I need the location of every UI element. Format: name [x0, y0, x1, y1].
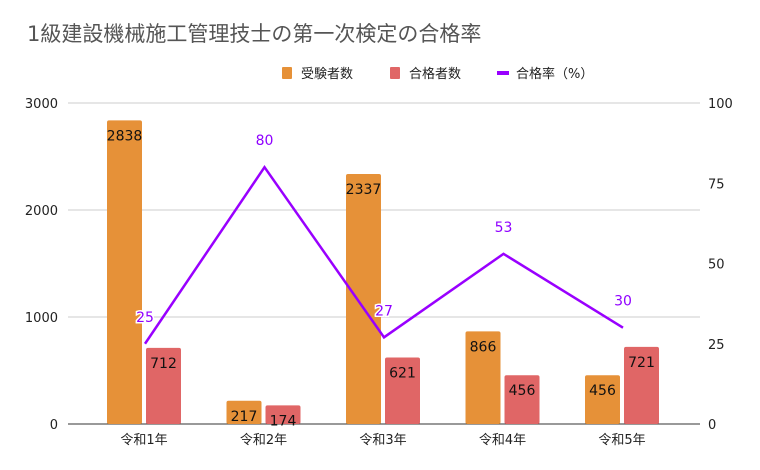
legend-swatch [390, 67, 400, 79]
x-axis-tick: 令和4年 [479, 433, 526, 448]
right-axis-tick: 25 [708, 338, 725, 353]
line-data-label: 53 [495, 220, 513, 236]
line-data-label: 80 [256, 133, 274, 149]
line-data-label: 25 [136, 310, 154, 326]
right-axis-tick: 100 [708, 97, 733, 112]
bar-passers [504, 375, 540, 424]
bar-data-label: 621 [389, 366, 416, 382]
bar-examinees [346, 173, 381, 424]
bar-examinees [465, 331, 501, 424]
left-axis-tick: 1000 [25, 311, 58, 326]
line-series [143, 164, 624, 345]
left-axis-tick: 3000 [25, 97, 58, 112]
bar-data-label: 866 [470, 339, 497, 355]
left-axis-tick: 0 [50, 418, 58, 433]
axes: 0 1000 2000 3000 0 25 50 75 100 令和1年 令和2年 令和3年 令和4年 令… [25, 97, 733, 448]
right-axis-tick: 75 [708, 177, 725, 192]
data-labels: 2838 217 2337 866 456 712 174 621 456 721 25 80 27 53… [107, 128, 655, 429]
bar-data-label: 174 [270, 413, 297, 429]
right-axis-tick: 50 [708, 258, 725, 273]
legend-line-swatch [497, 71, 509, 75]
legend-label: 合格者数 [409, 66, 461, 82]
bar-data-label: 721 [628, 355, 655, 371]
bar-examinees [226, 400, 262, 424]
bar-data-label: 217 [231, 409, 258, 425]
legend-label: 受験者数 [301, 67, 353, 82]
legend: 受験者数 合格者数 合格率（%） [282, 66, 593, 82]
bar-data-label: 2337 [346, 182, 382, 198]
bar-passers [385, 357, 420, 424]
x-axis-tick: 令和3年 [359, 433, 406, 448]
bar-examinees [107, 120, 142, 425]
bar-data-label: 456 [589, 383, 616, 399]
x-axis-tick: 令和1年 [120, 433, 167, 448]
bar-passers [265, 405, 301, 424]
line-data-label: 30 [614, 294, 632, 310]
bar-passers [624, 346, 659, 424]
bar-data-label: 712 [150, 356, 177, 372]
x-axis-tick: 令和2年 [240, 433, 287, 448]
x-axis-tick: 令和5年 [598, 433, 645, 448]
line-data-label: 27 [375, 303, 393, 319]
chart-title: 1級建設機械施工管理技士の第一次検定の合格率 [27, 22, 481, 46]
bars [107, 120, 659, 425]
left-axis-tick: 2000 [25, 204, 58, 219]
bar-data-label: 456 [509, 383, 536, 399]
bar-data-label: 2838 [107, 128, 143, 144]
bar-examinees [585, 375, 620, 424]
rate-line [143, 164, 624, 345]
legend-label: 合格率（%） [516, 66, 593, 82]
bar-passers [146, 347, 181, 424]
legend-swatch [282, 67, 292, 79]
right-axis-tick: 0 [708, 418, 716, 433]
